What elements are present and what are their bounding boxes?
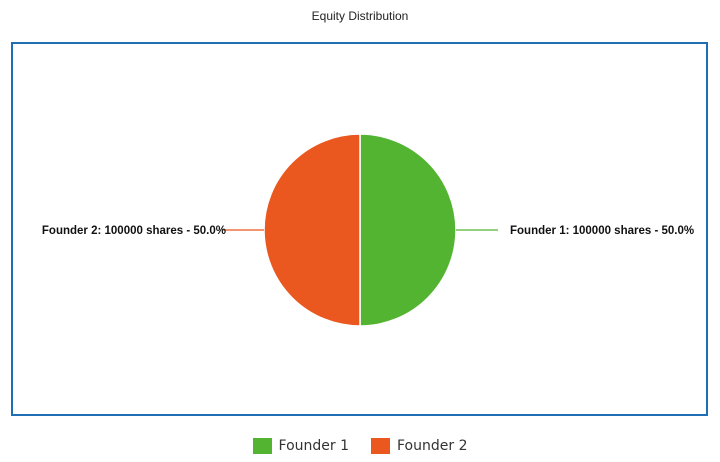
legend-swatch xyxy=(371,438,390,454)
legend-label: Founder 2 xyxy=(397,438,468,454)
legend: Founder 1 Founder 2 xyxy=(0,438,720,454)
pie-slice-founder-1[interactable] xyxy=(359,133,457,327)
legend-swatch xyxy=(252,438,272,454)
slice-label: Founder 1: 100000 shares - 50.0% xyxy=(510,225,694,237)
slice-label: Founder 2: 100000 shares - 50.0% xyxy=(42,225,226,237)
legend-label: Founder 1 xyxy=(278,438,349,454)
chart-title: Equity Distribution xyxy=(311,9,409,23)
legend-item-founder-1[interactable]: Founder 1 xyxy=(252,438,349,454)
legend-item-founder-2[interactable]: Founder 2 xyxy=(371,438,467,454)
plot-area xyxy=(11,42,708,416)
pie-slice-founder-2[interactable] xyxy=(263,133,361,327)
